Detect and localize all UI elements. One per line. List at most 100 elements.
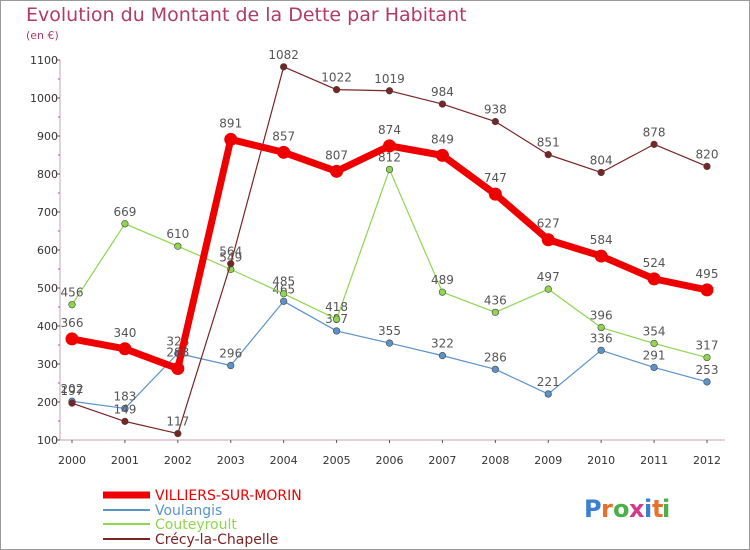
data-point [174,429,182,438]
x-tick-label: 2003 [217,454,245,467]
data-point [488,187,502,201]
data-point [332,327,341,335]
data-point [68,301,76,309]
data-label: 1019 [374,72,405,86]
data-label: 610 [166,227,189,241]
logo-letter: x [629,495,645,523]
data-label: 584 [590,233,613,247]
logo-letter: t [652,495,663,523]
data-label: 891 [219,116,242,130]
y-tick-label: 900 [37,130,58,143]
series-0: 366 340 288 891 857 807 874 849 747 627 584 524 495 [61,116,718,376]
x-tick-label: 2001 [111,454,139,467]
data-point [544,390,552,398]
data-point [65,332,79,346]
data-point [491,365,499,373]
data-point [491,308,499,316]
data-point [491,117,499,126]
data-point [700,283,714,297]
data-point [650,140,658,148]
data-label: 286 [484,350,507,364]
data-point [647,272,661,286]
series-2: 456 669 610 549 485 418 812 489 436 497 396 354 317 [61,150,719,362]
x-tick-label: 2011 [640,454,668,467]
data-label: 366 [61,316,84,330]
y-tick-label: 600 [37,244,58,257]
data-point [435,148,449,162]
data-label: 820 [696,147,719,161]
series-layer: 2021833282964653873553222862213362912534… [61,48,719,438]
data-point [597,346,605,354]
data-label: 549 [219,250,242,264]
y-tick-label: 400 [37,320,58,333]
logo-letter: i [662,495,670,523]
data-label: 849 [431,132,454,146]
data-point [650,339,658,348]
chart-title: Evolution du Montant de la Dette par Hab… [26,4,467,26]
data-label: 317 [696,339,719,353]
data-point [385,165,394,174]
data-label: 564 [219,245,242,259]
data-label: 812 [378,150,401,164]
data-label: 149 [113,402,136,416]
data-point [597,323,605,332]
plot-area [60,60,725,440]
legend-label: Couteyroult [155,517,237,533]
data-label: 288 [166,346,189,360]
data-label: 485 [272,275,295,289]
x-tick-label: 2002 [164,454,192,467]
y-tick-label: 700 [37,206,58,219]
data-point [280,290,288,298]
legend: VILLIERS-SUR-MORINVoulangisCouteyroultCr… [103,488,302,548]
data-point [650,363,658,372]
data-point [224,132,238,146]
data-point [385,87,394,95]
data-label: 456 [61,286,84,300]
data-point [703,162,711,170]
x-tick-label: 2008 [481,454,509,467]
x-tick-label: 2006 [376,454,404,467]
data-label: 627 [537,217,560,231]
data-label: 857 [272,129,295,143]
data-label: 197 [61,384,84,398]
chart-subtitle: (en €) [26,29,59,42]
data-label: 1082 [268,48,299,62]
data-label: 354 [643,324,666,338]
data-point [332,315,341,323]
data-point [68,399,76,407]
data-label: 436 [484,293,507,307]
data-label: 807 [325,148,348,162]
data-point [227,260,235,268]
data-label: 497 [537,270,560,284]
data-label: 202 [61,382,84,396]
data-label: 296 [219,347,242,361]
data-point [544,151,552,159]
data-label: 340 [113,326,136,340]
y-tick-label: 1000 [30,92,58,105]
data-label: 418 [325,300,348,314]
data-label: 336 [590,331,613,345]
data-point [280,297,288,305]
x-tick-label: 2005 [323,454,351,467]
data-point [594,249,608,263]
x-tick-label: 2007 [428,454,456,467]
data-label: 1022 [321,71,352,85]
data-label: 221 [537,375,560,389]
data-point [544,285,552,293]
data-label: 524 [643,256,666,270]
data-point [280,63,288,71]
data-point [597,168,605,177]
data-point [703,353,711,362]
legend-label: VILLIERS-SUR-MORIN [155,488,302,504]
data-point [383,139,396,153]
data-label: 878 [643,125,666,139]
data-label: 747 [484,171,507,185]
data-point [121,220,129,228]
data-label: 396 [590,309,613,323]
series-3: 197 149 117 564 1082 1022 1019 984 938 851 804 878 8… [61,48,719,438]
data-point [330,164,344,178]
data-label: 465 [272,282,295,296]
